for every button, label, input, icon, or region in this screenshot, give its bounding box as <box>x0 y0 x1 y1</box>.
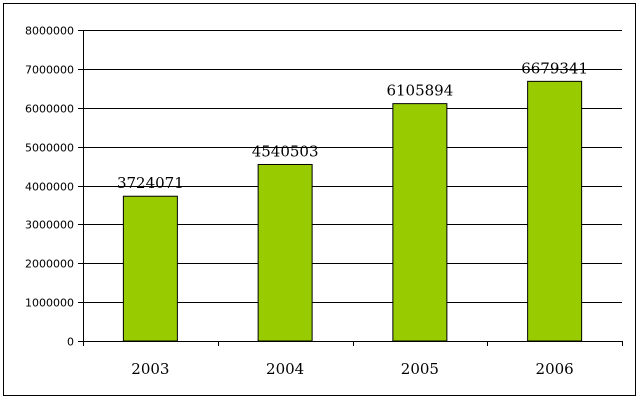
y-tick-label: 5000000 <box>25 142 74 155</box>
data-label-2003: 3724071 <box>117 174 184 192</box>
bars <box>122 80 583 342</box>
x-tick-label: 2005 <box>401 360 439 378</box>
x-axis-ticks: 2003 2004 2005 2006 <box>83 341 623 378</box>
data-label-2005: 6105894 <box>386 82 453 100</box>
x-tick-label: 2003 <box>131 360 169 378</box>
data-labels: 3724071 4540503 6105894 6679341 <box>117 59 588 192</box>
y-tick-label: 4000000 <box>25 181 74 194</box>
y-tick-label: 6000000 <box>25 103 74 116</box>
bar-2004 <box>257 163 313 342</box>
y-axis-ticks: 0 1000000 2000000 3000000 4000000 5000000 6000… <box>25 25 83 349</box>
bar-2006 <box>527 80 583 342</box>
y-tick-label: 3000000 <box>25 219 74 232</box>
x-tick-label: 2006 <box>536 360 574 378</box>
y-tick-label: 8000000 <box>25 25 74 38</box>
bar-2003 <box>122 195 178 342</box>
y-tick-label: 7000000 <box>25 64 74 77</box>
axes <box>83 30 622 342</box>
data-label-2004: 4540503 <box>252 142 319 160</box>
bar-2005 <box>392 103 448 342</box>
y-tick-label: 2000000 <box>25 258 74 271</box>
data-label-2006: 6679341 <box>521 59 588 77</box>
y-tick-label: 0 <box>67 336 74 349</box>
y-tick-label: 1000000 <box>25 297 74 310</box>
x-tick-label: 2004 <box>266 360 304 378</box>
